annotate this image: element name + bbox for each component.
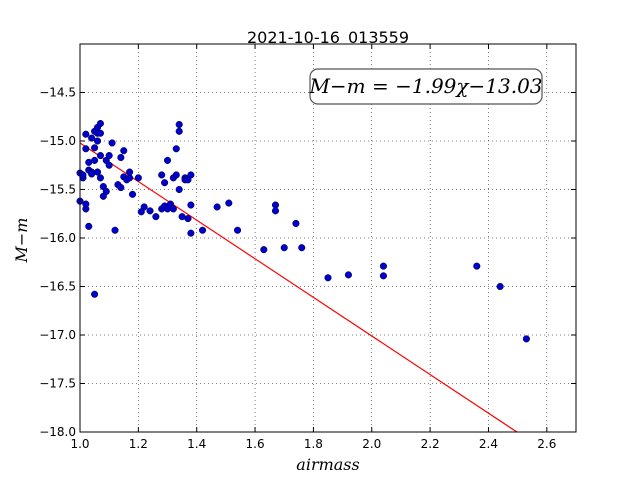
data-point xyxy=(158,171,166,179)
x-axis-label: airmass xyxy=(296,455,359,474)
x-tick-label: 1.4 xyxy=(187,437,206,451)
data-point xyxy=(105,161,113,169)
x-tick-labels: 1.0 1.2 1.4 1.6 1.8 2.0 2.2 2.4 2.6 xyxy=(70,437,556,451)
data-point xyxy=(379,262,387,270)
x-tick-label: 2.2 xyxy=(421,437,440,451)
y-tick-label: −15.0 xyxy=(39,134,76,148)
data-point xyxy=(187,171,195,179)
data-point xyxy=(96,119,104,128)
y-tick-labels: −14.5 −15.0 −15.5 −16.0 −16.5 −17.0 −17.5 −18.0 xyxy=(39,86,76,440)
data-point xyxy=(522,335,530,343)
fit-line xyxy=(79,142,518,433)
data-point xyxy=(91,290,99,298)
data-point xyxy=(172,171,180,179)
data-point xyxy=(96,174,104,182)
data-point xyxy=(93,168,102,176)
fit-equation: M−m = −1.99χ−13.03 xyxy=(308,74,542,98)
y-tick-label: −18.0 xyxy=(39,425,76,439)
y-tick-label: −14.5 xyxy=(39,86,76,100)
data-point xyxy=(198,226,207,234)
data-point xyxy=(120,147,128,155)
data-point xyxy=(324,274,332,282)
y-tick-label: −17.5 xyxy=(39,377,76,391)
data-point xyxy=(146,207,154,215)
y-axis-label: M−m xyxy=(12,218,31,264)
data-point xyxy=(344,271,352,279)
x-tick-label: 1.8 xyxy=(304,437,323,451)
annotation-box xyxy=(309,68,543,105)
data-point xyxy=(82,145,90,153)
data-points xyxy=(76,119,530,343)
data-point xyxy=(213,203,221,211)
data-point xyxy=(96,152,104,160)
y-tick-label: −17.0 xyxy=(39,328,76,342)
y-tick-label: −16.0 xyxy=(39,231,76,245)
x-tick-label: 2.6 xyxy=(537,437,556,451)
data-point xyxy=(152,213,160,221)
x-tick-label: 1.2 xyxy=(129,437,148,451)
data-point xyxy=(184,215,192,223)
data-point xyxy=(93,137,102,145)
data-point xyxy=(298,244,306,252)
x-tick-label: 2.0 xyxy=(362,437,381,451)
data-point xyxy=(175,185,183,194)
x-tick-label: 2.4 xyxy=(479,437,498,451)
data-point xyxy=(108,139,116,147)
data-point xyxy=(169,205,177,213)
data-point xyxy=(187,201,195,209)
data-point xyxy=(96,129,104,137)
data-point xyxy=(225,199,233,207)
chart-title: 2021-10-16_013559 xyxy=(247,28,409,48)
data-point xyxy=(187,229,195,237)
x-tick-label: 1.0 xyxy=(70,437,89,451)
data-point xyxy=(128,190,137,198)
data-point xyxy=(102,187,110,195)
data-point xyxy=(175,120,183,129)
data-point xyxy=(117,184,125,192)
data-point xyxy=(79,171,87,179)
data-point xyxy=(496,282,504,291)
data-point xyxy=(82,200,90,208)
fit-annotation: M−m = −1.99χ−13.03 xyxy=(308,68,543,105)
data-point xyxy=(234,226,242,234)
data-point xyxy=(292,219,300,227)
plot-area xyxy=(76,43,577,433)
data-point xyxy=(163,156,172,164)
data-point xyxy=(280,244,288,252)
data-point xyxy=(91,144,99,152)
data-point xyxy=(271,207,280,215)
y-tick-label: −16.5 xyxy=(39,280,76,294)
data-point xyxy=(134,174,142,182)
data-point xyxy=(82,130,90,138)
data-point xyxy=(172,145,180,153)
fit-line-group xyxy=(79,142,518,433)
data-point xyxy=(140,203,148,211)
y-tick-label: −15.5 xyxy=(39,183,76,197)
data-point xyxy=(175,127,183,135)
data-point xyxy=(85,222,93,230)
data-point xyxy=(260,246,268,254)
data-point xyxy=(473,262,481,270)
data-point xyxy=(111,226,119,234)
data-point xyxy=(117,153,125,162)
data-point xyxy=(126,168,134,176)
x-tick-label: 1.6 xyxy=(246,437,265,451)
data-point xyxy=(161,179,169,187)
data-point xyxy=(91,156,99,164)
axis-ticks xyxy=(79,44,576,433)
data-point xyxy=(379,272,387,280)
data-point xyxy=(88,134,96,142)
data-point xyxy=(105,152,113,160)
